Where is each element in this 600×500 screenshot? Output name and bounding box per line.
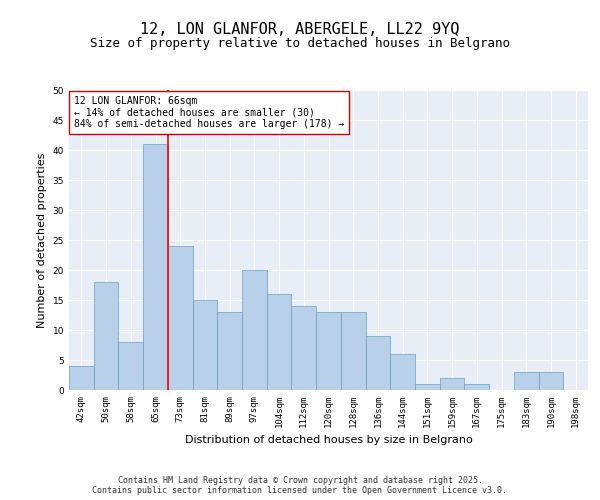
Bar: [292, 306, 316, 390]
Bar: [341, 312, 365, 390]
Bar: [267, 294, 292, 390]
Text: Size of property relative to detached houses in Belgrano: Size of property relative to detached ho…: [90, 38, 510, 51]
Bar: [168, 246, 193, 390]
Y-axis label: Number of detached properties: Number of detached properties: [37, 152, 47, 328]
Bar: [390, 354, 415, 390]
Bar: [143, 144, 168, 390]
Bar: [316, 312, 341, 390]
Text: 12, LON GLANFOR, ABERGELE, LL22 9YQ: 12, LON GLANFOR, ABERGELE, LL22 9YQ: [140, 22, 460, 38]
Bar: [118, 342, 143, 390]
Bar: [242, 270, 267, 390]
Bar: [539, 372, 563, 390]
Bar: [440, 378, 464, 390]
Bar: [94, 282, 118, 390]
Bar: [69, 366, 94, 390]
Bar: [365, 336, 390, 390]
X-axis label: Distribution of detached houses by size in Belgrano: Distribution of detached houses by size …: [185, 436, 472, 446]
Bar: [415, 384, 440, 390]
Text: Contains HM Land Registry data © Crown copyright and database right 2025.
Contai: Contains HM Land Registry data © Crown c…: [92, 476, 508, 495]
Bar: [193, 300, 217, 390]
Bar: [514, 372, 539, 390]
Bar: [464, 384, 489, 390]
Text: 12 LON GLANFOR: 66sqm
← 14% of detached houses are smaller (30)
84% of semi-deta: 12 LON GLANFOR: 66sqm ← 14% of detached …: [74, 96, 344, 129]
Bar: [217, 312, 242, 390]
